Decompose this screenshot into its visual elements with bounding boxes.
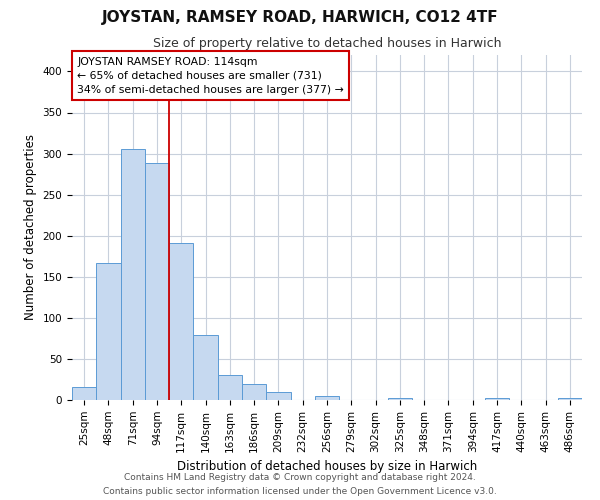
Text: Contains HM Land Registry data © Crown copyright and database right 2024.: Contains HM Land Registry data © Crown c…: [124, 472, 476, 482]
Y-axis label: Number of detached properties: Number of detached properties: [24, 134, 37, 320]
Bar: [388, 398, 412, 400]
Text: JOYSTAN RAMSEY ROAD: 114sqm
← 65% of detached houses are smaller (731)
34% of se: JOYSTAN RAMSEY ROAD: 114sqm ← 65% of det…: [77, 56, 344, 94]
Bar: [485, 398, 509, 400]
Bar: [72, 387, 96, 400]
Bar: [145, 164, 169, 400]
Title: Size of property relative to detached houses in Harwich: Size of property relative to detached ho…: [153, 36, 501, 50]
Bar: [96, 263, 121, 400]
Bar: [218, 374, 242, 400]
Text: Contains public sector information licensed under the Open Government Licence v3: Contains public sector information licen…: [103, 488, 497, 496]
Bar: [266, 392, 290, 400]
Bar: [315, 396, 339, 400]
Text: JOYSTAN, RAMSEY ROAD, HARWICH, CO12 4TF: JOYSTAN, RAMSEY ROAD, HARWICH, CO12 4TF: [101, 10, 499, 25]
X-axis label: Distribution of detached houses by size in Harwich: Distribution of detached houses by size …: [177, 460, 477, 473]
Bar: [169, 243, 193, 400]
Bar: [242, 384, 266, 400]
Bar: [121, 150, 145, 400]
Bar: [193, 335, 218, 400]
Bar: [558, 398, 582, 400]
